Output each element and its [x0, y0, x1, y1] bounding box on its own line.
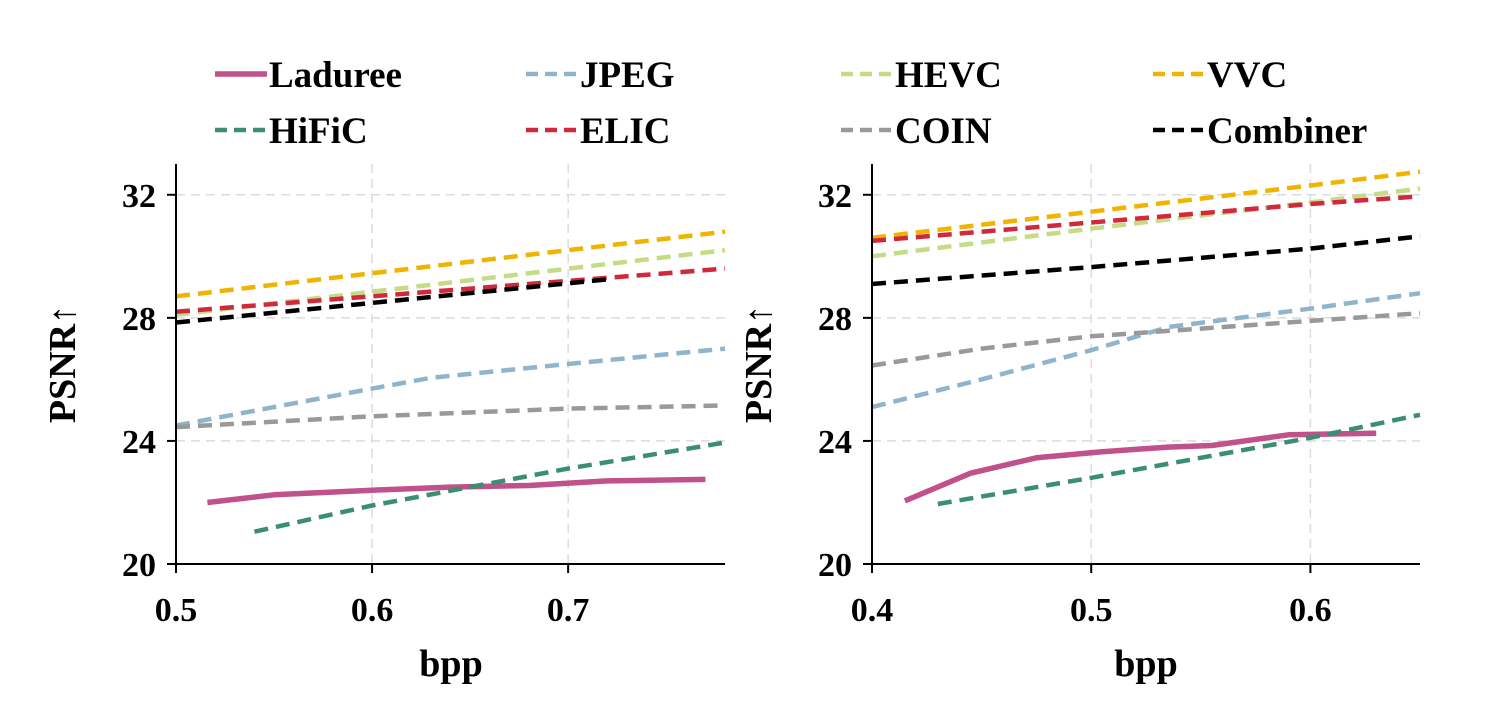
x-tick-label: 0.5 — [155, 592, 198, 629]
legend-item-elic: ELIC — [526, 111, 670, 152]
series-line-vvc — [871, 169, 1421, 241]
legend-label-coin: COIN — [895, 111, 992, 152]
legend-label-hevc: HEVC — [895, 55, 1002, 96]
series-line-vvc — [175, 229, 726, 299]
x-axis-label-left: bpp — [419, 643, 482, 685]
legend-item-hific: HiFiC — [215, 111, 368, 152]
legend-label-hific: HiFiC — [269, 111, 368, 152]
series-left — [175, 229, 726, 534]
series-right — [871, 169, 1421, 507]
axes-right — [871, 164, 1420, 565]
x-axis-label-right: bpp — [1114, 643, 1177, 685]
series-line-coin — [175, 403, 726, 430]
x-tick-label: 0.4 — [851, 592, 894, 629]
x-tick-label: 0.7 — [547, 592, 590, 629]
ticks-left: 0.5 0.6 0.7 20 24 28 32 — [122, 178, 589, 629]
ticks-right: 0.4 0.5 0.6 20 24 28 32 — [818, 178, 1332, 629]
legend-item-jpeg: JPEG — [526, 55, 675, 96]
y-tick-label: 32 — [122, 178, 156, 215]
y-tick-label: 28 — [818, 301, 852, 338]
legend-item-laduree: Laduree — [215, 55, 402, 96]
x-tick-label: 0.5 — [1070, 592, 1113, 629]
series-line-combiner — [175, 277, 608, 325]
y-axis-label-left: PSNR↑ — [42, 305, 84, 423]
legend-label-combiner: Combiner — [1207, 111, 1367, 152]
x-tick-label: 0.6 — [1289, 592, 1332, 629]
y-axis-label-right: PSNR↑ — [738, 305, 780, 423]
series-line-hific — [253, 440, 726, 534]
x-tick-label: 0.6 — [351, 592, 394, 629]
legend-item-hevc: HEVC — [841, 55, 1002, 96]
series-line-hific — [937, 412, 1421, 507]
legend-item-vvc: VVC — [1153, 55, 1287, 96]
y-tick-label: 24 — [122, 424, 156, 461]
legend-label-laduree: Laduree — [269, 55, 402, 96]
legend-item-combiner: Combiner — [1153, 111, 1367, 152]
series-line-jpeg — [871, 290, 1421, 410]
y-tick-label: 20 — [818, 547, 852, 584]
y-tick-label: 24 — [818, 424, 852, 461]
chart-panel-left: 0.5 0.6 0.7 20 24 28 32 bpp PSNR↑ — [42, 164, 726, 685]
series-line-elic — [175, 266, 726, 314]
legend-label-vvc: VVC — [1207, 55, 1287, 96]
legend: Laduree JPEG HEVC VVC HiFiC ELIC COIN Combiner — [215, 55, 1367, 152]
legend-label-jpeg: JPEG — [580, 55, 675, 96]
series-line-laduree — [903, 430, 1377, 504]
y-tick-label: 28 — [122, 301, 156, 338]
series-line-elic — [871, 194, 1421, 244]
y-tick-label: 32 — [818, 178, 852, 215]
legend-label-elic: ELIC — [580, 111, 670, 152]
y-tick-label: 20 — [122, 547, 156, 584]
series-line-coin — [871, 310, 1421, 368]
series-line-combiner — [871, 234, 1421, 287]
series-line-hevc — [871, 186, 1421, 259]
series-line-hevc — [175, 247, 726, 318]
axes-left — [175, 164, 725, 565]
chart-panel-right: 0.4 0.5 0.6 20 24 28 32 bpp PSNR↑ — [738, 164, 1421, 685]
grid-left — [176, 164, 725, 564]
legend-item-coin: COIN — [841, 111, 992, 152]
series-line-laduree — [207, 476, 706, 506]
series-line-jpeg — [175, 346, 726, 428]
